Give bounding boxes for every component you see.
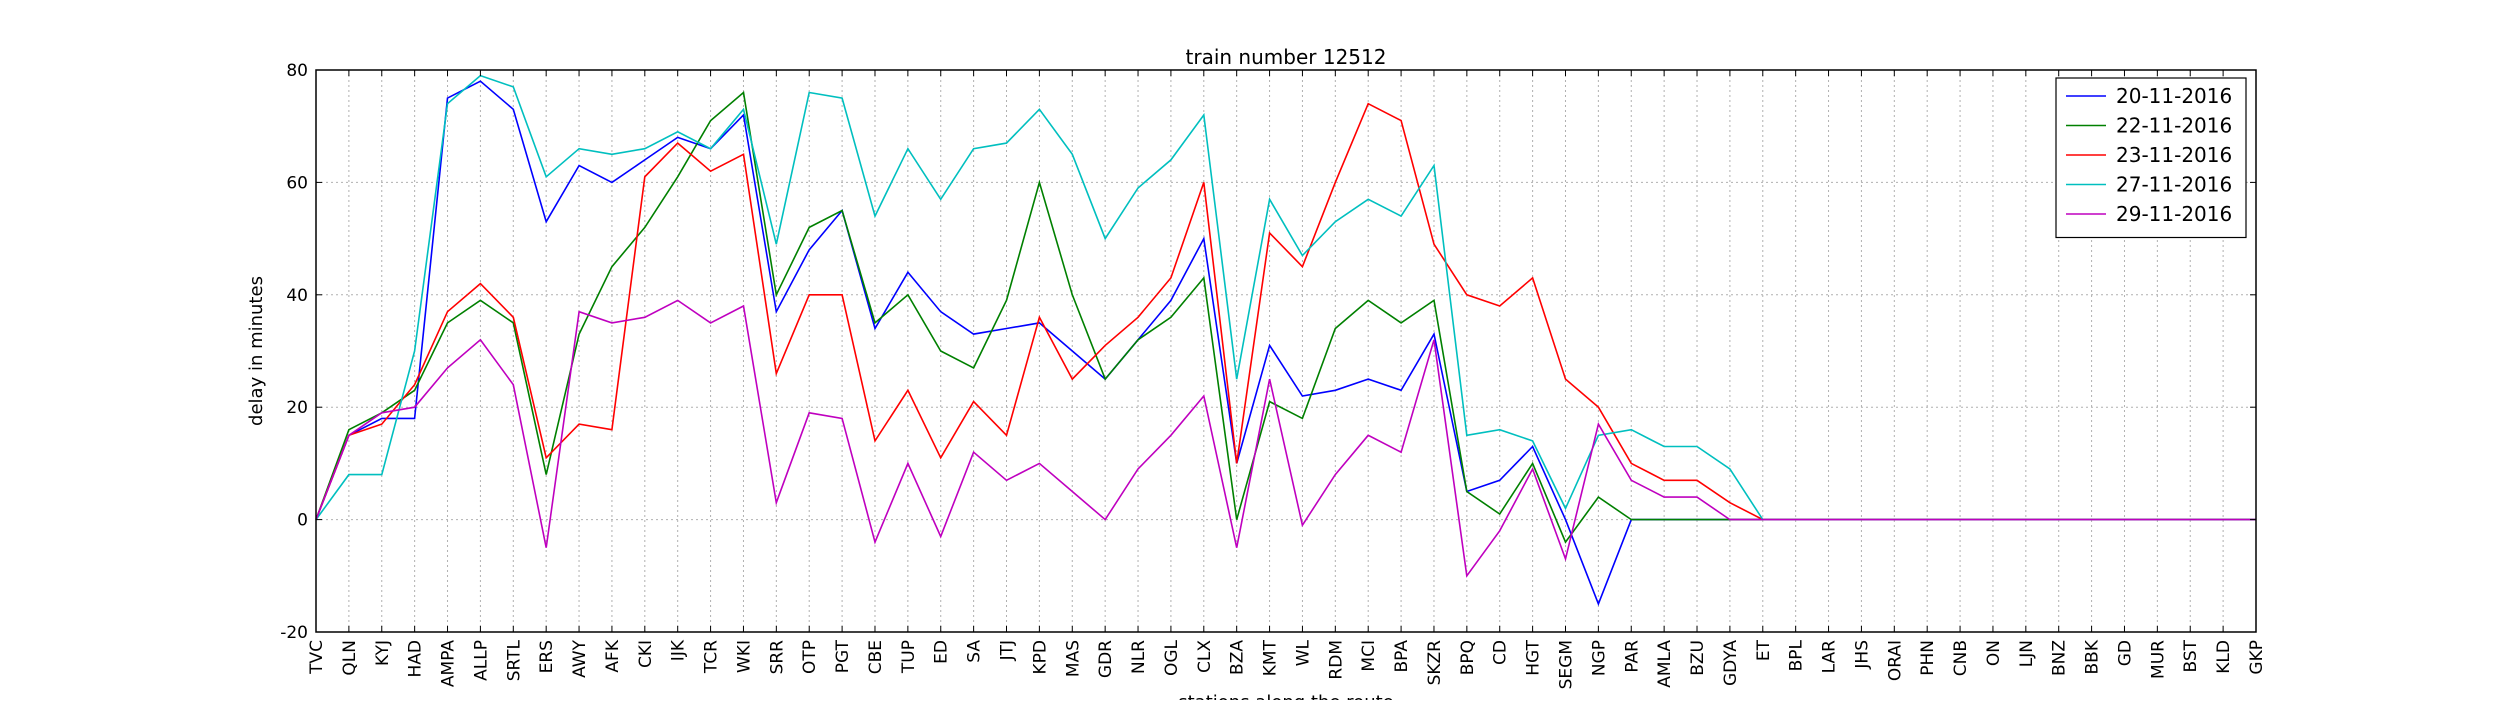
plot-frame [315,69,2257,633]
x-tick-label: SKZR [1425,640,1445,686]
x-tick-label: RDM [1326,640,1346,680]
x-tick-label: BZU [1688,640,1708,676]
x-tick-label: GKP [2247,640,2267,675]
x-tick-label: NGP [1589,640,1609,676]
x-tick-label: AMPA [439,640,459,687]
x-tick-label: LAR [1820,640,1840,673]
x-tick-label: WKI [734,640,754,673]
axis-ticks: TVC QLN KYJ HAD AMPA ALLP SRTL ERS AWY AFK CKI IJK T… [280,61,2267,689]
legend-label: 29-11-2016 [2116,202,2232,226]
chart-title: train number 12512 [1186,45,1387,69]
x-tick-label: ERS [537,640,557,673]
y-tick-label: 20 [286,398,308,418]
x-tick-label: BPL [1787,639,1807,671]
series-line-20-11-2016 [315,80,2256,607]
x-tick-label: BBK [2083,639,2103,674]
x-tick-label: KYJ [373,640,393,666]
grid [316,70,2256,632]
x-tick-label: GD [2115,640,2135,666]
x-tick-label: SEGM [1556,640,1576,689]
legend-label: 27-11-2016 [2116,173,2232,197]
x-tick-label: PAR [1622,640,1642,673]
x-axis-title: stations along the route [1178,692,1393,700]
x-tick-label: OGL [1162,639,1182,676]
x-tick-label: AMLA [1655,640,1675,688]
x-tick-label: TCR [702,640,722,674]
series-line-22-11-2016 [315,90,2256,544]
x-tick-label: KLD [2214,640,2234,674]
x-tick-label: ED [932,640,952,664]
x-tick-label: CD [1491,640,1511,665]
legend-label: 23-11-2016 [2116,143,2232,167]
x-tick-label: MUR [2148,640,2168,679]
x-tick-label: SRR [767,640,787,675]
x-tick-label: OTP [800,640,820,674]
x-tick-label: JHS [1852,640,1872,670]
x-tick-label: HAD [406,640,426,678]
x-tick-label: TUP [899,640,919,674]
x-tick-label: ORAI [1885,640,1905,681]
y-tick-label: 40 [286,286,308,306]
x-tick-label: CNB [1951,640,1971,676]
x-tick-label: KPD [1030,640,1050,675]
x-tick-label: SRTL [504,639,524,681]
y-tick-label: 0 [297,511,308,531]
x-tick-label: MCI [1359,640,1379,672]
x-tick-label: BZA [1228,640,1248,675]
y-tick-label: -20 [280,623,308,643]
x-tick-label: JTJ [998,640,1018,661]
x-tick-label: CKI [636,640,656,668]
x-tick-label: PGT [833,639,853,673]
x-tick-label: BST [2181,639,2201,672]
x-tick-label: BNZ [2050,640,2070,676]
x-tick-label: BPA [1392,640,1412,673]
y-tick-label: 60 [286,173,308,193]
x-tick-label: CLX [1195,640,1215,673]
x-tick-label: BPQ [1458,640,1478,675]
y-tick-label: 80 [286,61,308,81]
x-tick-label: AWY [570,639,590,678]
x-tick-label: ET [1754,639,1774,661]
legend: 20-11-2016 22-11-2016 23-11-2016 27-11-2016… [2055,77,2247,239]
x-tick-label: ALLP [471,640,491,681]
series-line-23-11-2016 [315,102,2256,521]
legend-label: 20-11-2016 [2116,84,2232,108]
x-tick-label: PHN [1918,640,1938,676]
x-tick-label: GDR [1096,640,1116,678]
y-axis-title: delay in minutes [246,276,267,426]
x-tick-label: TVC [307,640,327,675]
x-tick-label: NLR [1129,640,1149,674]
x-tick-label: IJK [669,639,689,661]
x-tick-label: MAS [1063,640,1083,677]
x-tick-label: HGT [1524,639,1544,675]
x-tick-label: AFK [603,639,623,672]
x-tick-label: LJN [2017,640,2037,667]
legend-frame [2055,77,2247,239]
x-tick-label: QLN [340,640,360,676]
x-tick-label: CBE [866,640,886,674]
x-tick-label: ON [1984,640,2004,666]
legend-label: 22-11-2016 [2116,114,2232,138]
x-tick-label: SA [965,640,985,663]
x-tick-label: KMT [1261,639,1281,676]
series-lines [315,74,2256,607]
x-tick-label: WL [1293,639,1313,666]
series-line-29-11-2016 [315,299,2256,578]
x-tick-label: GDYA [1721,640,1741,686]
